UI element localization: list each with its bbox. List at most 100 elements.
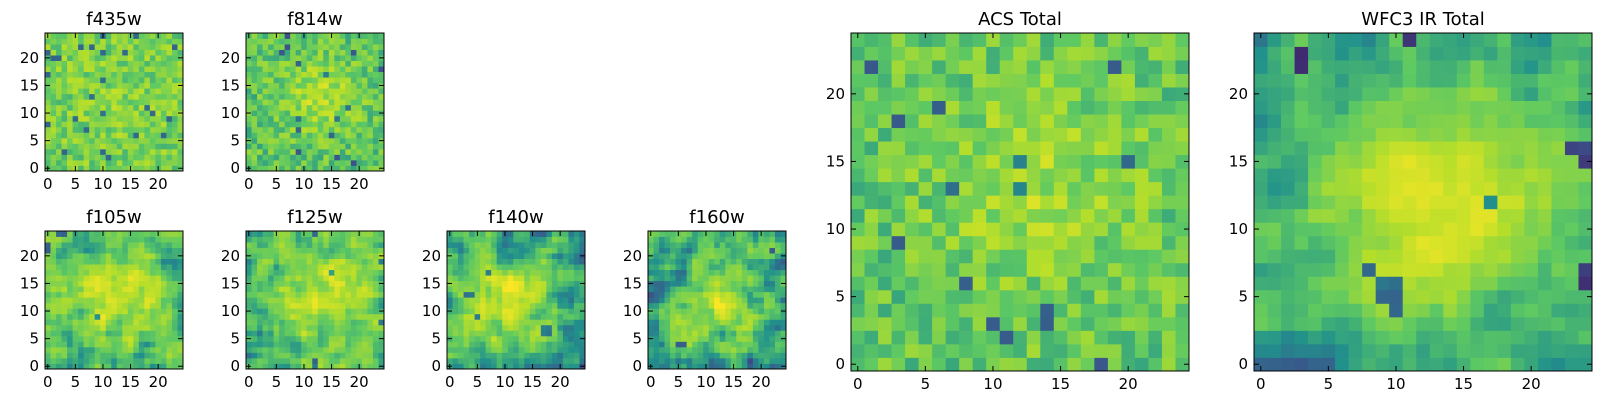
heatmap-cell (675, 247, 682, 254)
x-tick-label: 5 (71, 373, 81, 391)
heatmap-cell (878, 276, 892, 291)
heatmap-cell (1026, 357, 1041, 372)
heatmap-cell (78, 49, 85, 56)
heatmap-cell (317, 352, 324, 359)
heatmap-cell (328, 335, 335, 342)
heatmap-cell (334, 275, 341, 282)
heatmap-cell (160, 341, 167, 348)
heatmap-cell (295, 297, 302, 304)
heatmap-cell (268, 242, 274, 248)
heatmap-cell (177, 258, 184, 265)
heatmap-cell (83, 264, 90, 271)
heatmap-cell (378, 352, 385, 359)
heatmap-cell (1067, 181, 1082, 196)
heatmap-cell (105, 242, 112, 248)
heatmap-cell (78, 291, 85, 298)
heatmap-cell (763, 363, 770, 370)
heatmap-cell (177, 231, 184, 237)
heatmap-cell (1254, 249, 1268, 264)
heatmap-cell (56, 121, 62, 128)
heatmap-cell (290, 236, 297, 243)
heatmap-cell (273, 308, 280, 315)
heatmap-cell (1107, 114, 1122, 129)
heatmap-cell (1107, 100, 1122, 115)
heatmap-cell (50, 132, 57, 139)
heatmap-cell (1335, 222, 1350, 237)
heatmap-cell (50, 115, 57, 122)
heatmap-cell (334, 346, 341, 353)
heatmap-cell (345, 82, 352, 89)
heatmap-cell (1294, 316, 1309, 331)
heatmap-cell (246, 44, 252, 50)
heatmap-cell (719, 242, 726, 248)
heatmap-cell (94, 247, 101, 254)
heatmap-cell (301, 247, 308, 254)
heatmap-cell (529, 236, 536, 243)
heatmap-cell (1348, 276, 1363, 291)
heatmap-cell (257, 357, 263, 364)
heatmap-cell (262, 242, 269, 248)
heatmap-cell (166, 313, 173, 320)
heatmap-cell (551, 253, 558, 259)
heatmap-cell (116, 253, 123, 259)
heatmap-cell (257, 231, 263, 237)
heatmap-cell (469, 335, 475, 342)
heatmap-cell (290, 148, 297, 155)
heatmap-cell (546, 341, 553, 348)
heatmap-cell (356, 313, 363, 320)
heatmap-cell (573, 297, 580, 304)
heatmap-cell (284, 115, 291, 122)
heatmap-cell (317, 66, 324, 73)
heatmap-cell (361, 363, 368, 370)
heatmap-cell (262, 66, 269, 73)
heatmap-cell (719, 231, 726, 237)
heatmap-cell (127, 44, 134, 50)
heatmap-cell (1335, 154, 1350, 169)
heatmap-cell (356, 104, 363, 111)
heatmap-cell (1443, 222, 1458, 237)
heatmap-cell (361, 253, 368, 259)
heatmap-cell (659, 330, 665, 337)
heatmap-cell (323, 280, 330, 287)
heatmap-cell (485, 253, 492, 259)
heatmap-cell (356, 60, 363, 67)
heatmap-cell (1040, 222, 1055, 237)
heatmap-cell (1161, 249, 1176, 264)
y-tick-label: 0 (230, 357, 240, 375)
heatmap-cell (273, 137, 280, 144)
heatmap-cell (1175, 208, 1190, 223)
heatmap-cell (918, 249, 933, 264)
heatmap-cell (557, 280, 564, 287)
heatmap-cell (730, 330, 737, 337)
heatmap-cell (100, 330, 107, 337)
heatmap-cell (45, 269, 51, 276)
heatmap-cell (268, 71, 274, 78)
heatmap-cell (367, 330, 374, 337)
heatmap-cell (323, 159, 330, 166)
heatmap-cell (100, 126, 107, 133)
heatmap-cell (273, 253, 280, 259)
y-tick-label: 20 (20, 49, 39, 67)
heatmap-cell (851, 141, 865, 156)
heatmap-cell (251, 280, 258, 287)
heatmap-cell (736, 291, 743, 298)
heatmap-cell (524, 280, 531, 287)
heatmap-cell (730, 236, 737, 243)
heatmap-cell (730, 297, 737, 304)
heatmap-cell (1456, 208, 1471, 223)
heatmap-cell (122, 126, 129, 133)
heatmap-cell (1456, 235, 1471, 250)
heatmap-cell (1134, 181, 1149, 196)
heatmap-cell (50, 71, 57, 78)
heatmap-cell (378, 275, 385, 282)
heatmap-cell (105, 71, 112, 78)
heatmap-cell (83, 297, 90, 304)
heatmap-cell (1121, 289, 1136, 304)
plot-frame (245, 230, 385, 370)
heatmap-cell (356, 319, 363, 326)
heatmap-cell (670, 341, 676, 348)
heatmap-cell (100, 93, 107, 100)
heatmap-cell (458, 357, 464, 364)
heatmap-cell (1121, 208, 1136, 223)
